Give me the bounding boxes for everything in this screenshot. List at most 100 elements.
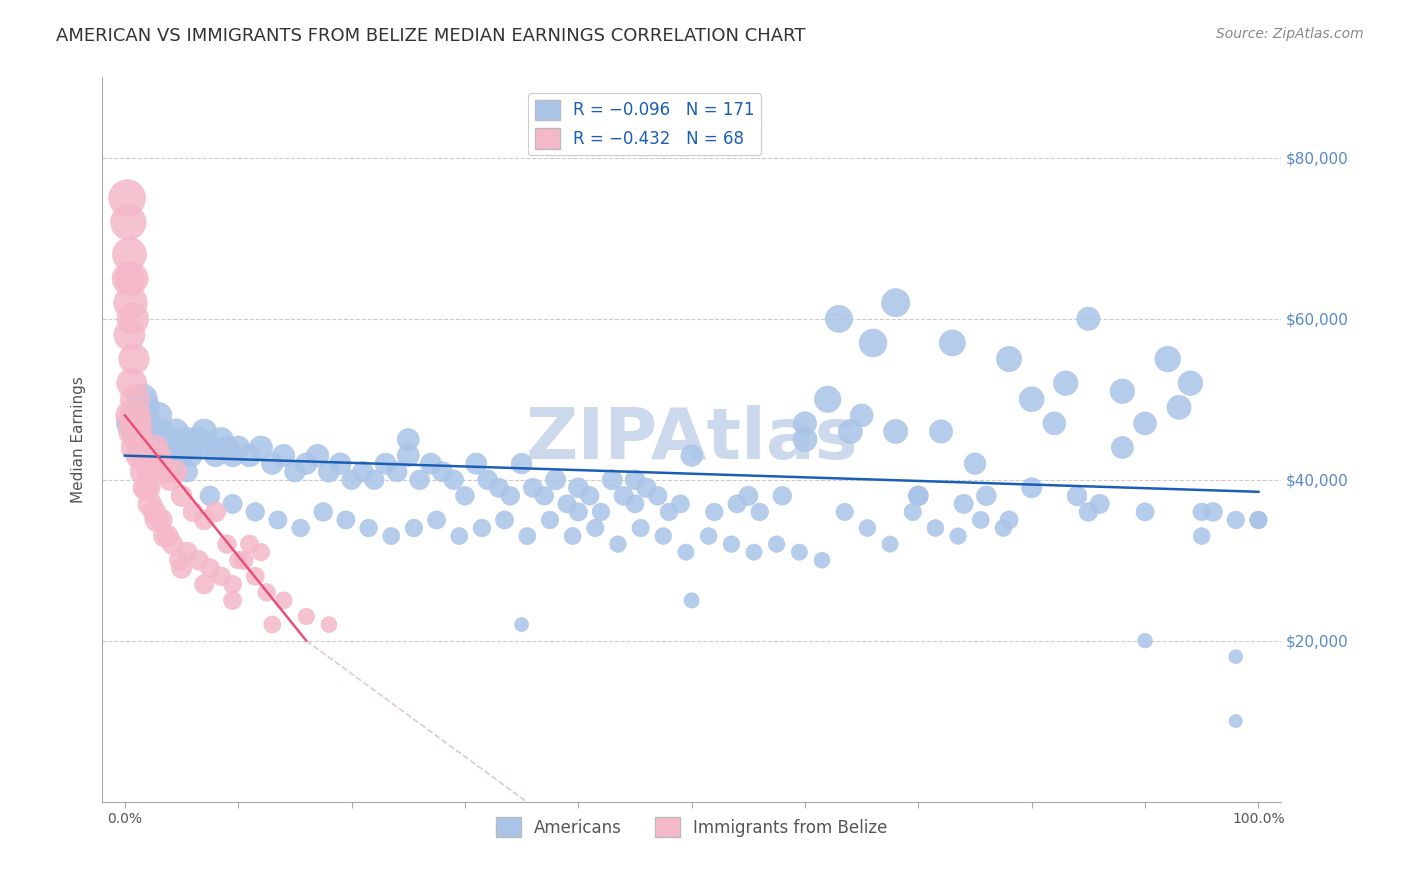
Point <box>555 497 578 511</box>
Point <box>118 327 141 342</box>
Point <box>340 473 363 487</box>
Point <box>120 417 142 431</box>
Point <box>159 441 181 455</box>
Point <box>408 473 430 487</box>
Point <box>135 457 157 471</box>
Point <box>215 441 238 455</box>
Point <box>284 465 307 479</box>
Point <box>396 449 419 463</box>
Point <box>226 441 249 455</box>
Point <box>1021 392 1043 407</box>
Point <box>145 513 167 527</box>
Point <box>1247 513 1270 527</box>
Point <box>150 513 173 527</box>
Point <box>153 433 176 447</box>
Point <box>204 505 226 519</box>
Point <box>139 457 162 471</box>
Point <box>703 505 725 519</box>
Point <box>145 441 167 455</box>
Point <box>1180 376 1202 391</box>
Point <box>1225 513 1247 527</box>
Point <box>1054 376 1077 391</box>
Point <box>681 449 703 463</box>
Point <box>396 433 419 447</box>
Point <box>856 521 879 535</box>
Point <box>1077 505 1099 519</box>
Point <box>1225 714 1247 728</box>
Point <box>232 553 254 567</box>
Point <box>176 545 198 559</box>
Point <box>295 609 318 624</box>
Point <box>138 465 160 479</box>
Point <box>165 425 187 439</box>
Point <box>162 537 184 551</box>
Point <box>128 449 150 463</box>
Point <box>198 489 221 503</box>
Point <box>1133 505 1156 519</box>
Y-axis label: Median Earnings: Median Earnings <box>72 376 86 503</box>
Point <box>789 545 811 559</box>
Point <box>443 473 465 487</box>
Point <box>765 537 787 551</box>
Point <box>150 425 173 439</box>
Point <box>465 457 488 471</box>
Point <box>976 489 998 503</box>
Point <box>1066 489 1088 503</box>
Point <box>1168 401 1191 415</box>
Point <box>134 401 156 415</box>
Point <box>148 449 170 463</box>
Point <box>432 465 454 479</box>
Point <box>226 553 249 567</box>
Point <box>318 465 340 479</box>
Point <box>561 529 583 543</box>
Point <box>162 433 184 447</box>
Point <box>169 553 191 567</box>
Point <box>295 457 318 471</box>
Point <box>198 441 221 455</box>
Point <box>1088 497 1111 511</box>
Point <box>725 497 748 511</box>
Point <box>1247 513 1270 527</box>
Point <box>121 311 143 326</box>
Point <box>193 513 215 527</box>
Point <box>811 553 834 567</box>
Point <box>907 489 929 503</box>
Point <box>256 585 278 599</box>
Point <box>737 489 759 503</box>
Point <box>901 505 924 519</box>
Point <box>1191 505 1213 519</box>
Point <box>567 481 589 495</box>
Point <box>165 465 187 479</box>
Point <box>600 473 623 487</box>
Point <box>477 473 499 487</box>
Point <box>1191 529 1213 543</box>
Point <box>204 449 226 463</box>
Point <box>924 521 946 535</box>
Point <box>636 481 658 495</box>
Point <box>125 409 148 423</box>
Point <box>742 545 765 559</box>
Point <box>454 489 477 503</box>
Point <box>209 433 232 447</box>
Point <box>363 473 385 487</box>
Point <box>794 417 817 431</box>
Point <box>150 457 173 471</box>
Point <box>1157 352 1180 367</box>
Point <box>215 537 238 551</box>
Point <box>250 441 273 455</box>
Point <box>122 409 145 423</box>
Point <box>544 473 567 487</box>
Point <box>567 505 589 519</box>
Point <box>122 352 145 367</box>
Point <box>402 521 425 535</box>
Point <box>170 561 193 575</box>
Point <box>929 425 952 439</box>
Point <box>131 409 153 423</box>
Point <box>169 441 191 455</box>
Point <box>817 392 839 407</box>
Point <box>155 465 177 479</box>
Point <box>884 425 907 439</box>
Point <box>510 457 533 471</box>
Point <box>290 521 312 535</box>
Point <box>131 441 153 455</box>
